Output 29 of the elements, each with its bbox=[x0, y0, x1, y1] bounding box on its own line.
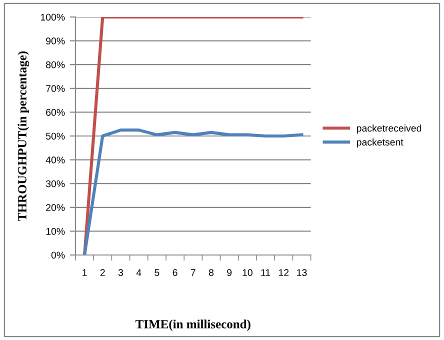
y-tick-label: 100% bbox=[40, 14, 65, 21]
x-tick-label: 5 bbox=[154, 269, 160, 276]
x-tick-label: 2 bbox=[100, 269, 105, 276]
y-tick-label: 10% bbox=[46, 228, 65, 235]
x-tick-label: 12 bbox=[278, 269, 289, 276]
y-tick-label: 0% bbox=[51, 252, 65, 259]
x-tick-label: 1 bbox=[82, 269, 87, 276]
y-tick-label: 40% bbox=[46, 156, 65, 164]
line-series bbox=[83, 128, 304, 255]
x-tick-label: 8 bbox=[208, 269, 214, 276]
legend-label: packetsent bbox=[356, 138, 404, 148]
x-tick-label: 4 bbox=[136, 269, 142, 276]
y-tick-label: 70% bbox=[46, 85, 65, 92]
y-tick-label: 80% bbox=[46, 61, 65, 68]
x-tick-label: 7 bbox=[190, 269, 196, 276]
x-tick-label: 10 bbox=[242, 269, 252, 276]
y-tick-label: 60% bbox=[46, 108, 65, 116]
x-tick-label: 9 bbox=[227, 269, 232, 276]
x-axis-title: TIME(in millisecond) bbox=[136, 320, 250, 331]
x-tick-label: 11 bbox=[261, 269, 270, 276]
y-tick-label: 30% bbox=[46, 180, 65, 188]
y-tick-label: 90% bbox=[46, 38, 65, 44]
y-tick-label: 20% bbox=[46, 204, 65, 212]
x-tick-label: 3 bbox=[118, 269, 124, 276]
x-tick-label: 13 bbox=[297, 269, 307, 276]
y-tick-label: 50% bbox=[46, 132, 65, 140]
y-axis-title: THROUGHPUT(in percentage) bbox=[18, 51, 30, 221]
x-tick-label: 6 bbox=[172, 269, 178, 276]
legend-label: packetreceived bbox=[356, 124, 422, 134]
